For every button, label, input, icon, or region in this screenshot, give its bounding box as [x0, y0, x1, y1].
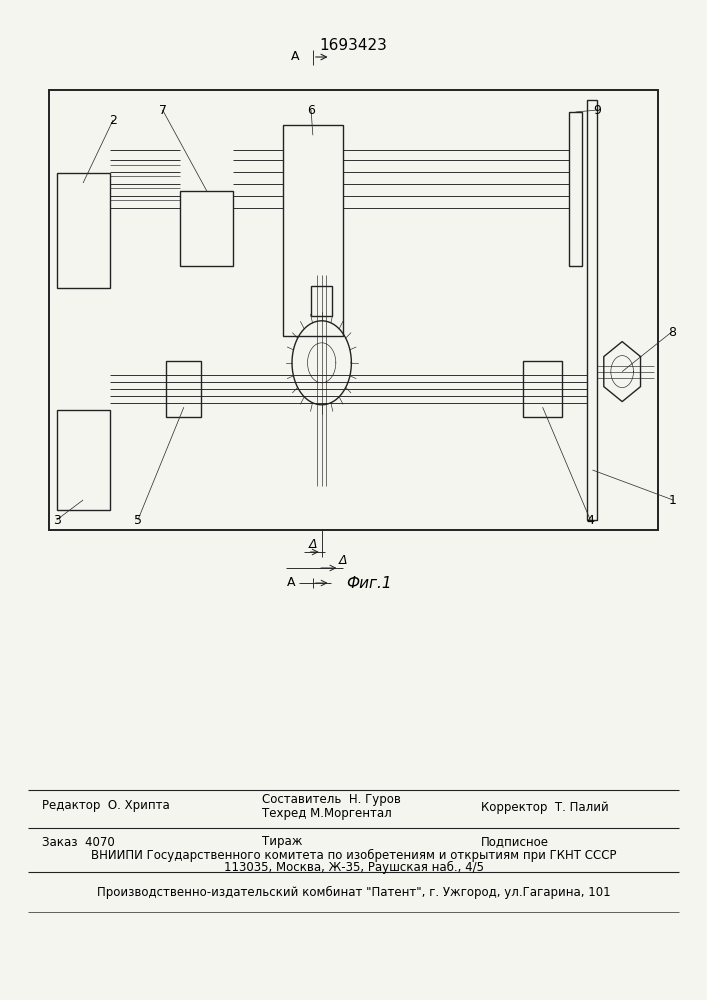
Text: 6: 6 [307, 104, 315, 117]
Text: Составитель  Н. Гуров: Составитель Н. Гуров [262, 794, 400, 806]
Text: Фиг.1: Фиг.1 [346, 576, 392, 590]
Text: A: A [287, 576, 296, 589]
Text: Техред М.Моргентал: Техред М.Моргентал [262, 808, 392, 820]
Text: 113035, Москва, Ж-35, Раушская наб., 4/5: 113035, Москва, Ж-35, Раушская наб., 4/5 [223, 860, 484, 874]
Text: Δ: Δ [339, 554, 347, 566]
Text: Подписное: Подписное [481, 836, 549, 848]
Text: Тираж: Тираж [262, 836, 302, 848]
Text: 8: 8 [667, 326, 676, 339]
Text: ВНИИПИ Государственного комитета по изобретениям и открытиям при ГКНТ СССР: ВНИИПИ Государственного комитета по изоб… [90, 848, 617, 862]
Text: A: A [291, 50, 300, 64]
Text: 1693423: 1693423 [320, 37, 387, 52]
Text: 9: 9 [593, 104, 602, 117]
Text: Редактор  О. Хрипта: Редактор О. Хрипта [42, 798, 170, 812]
Text: 1: 1 [669, 493, 677, 506]
Text: 4: 4 [586, 514, 595, 526]
Text: 7: 7 [158, 104, 167, 117]
Text: Производственно-издательский комбинат "Патент", г. Ужгород, ул.Гагарина, 101: Производственно-издательский комбинат "П… [97, 885, 610, 899]
Text: Заказ  4070: Заказ 4070 [42, 836, 115, 848]
Text: Δ: Δ [309, 538, 317, 550]
Text: 5: 5 [134, 514, 142, 526]
Text: 2: 2 [109, 114, 117, 127]
Text: 3: 3 [52, 514, 61, 526]
Text: Корректор  Т. Палий: Корректор Т. Палий [481, 800, 609, 814]
